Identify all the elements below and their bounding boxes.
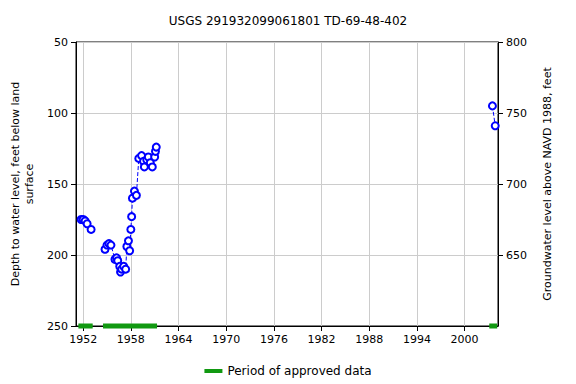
svg-text:2000: 2000: [451, 333, 479, 346]
svg-text:750: 750: [506, 107, 527, 120]
svg-text:650: 650: [506, 249, 527, 262]
svg-text:Period of approved data: Period of approved data: [227, 364, 371, 378]
svg-text:1988: 1988: [355, 333, 383, 346]
svg-text:800: 800: [506, 36, 527, 49]
svg-text:50: 50: [54, 36, 68, 49]
svg-text:Groundwater level above NAVD 1: Groundwater level above NAVD 1988, feet: [541, 67, 554, 301]
svg-text:USGS 291932099061801 TD-69-48-: USGS 291932099061801 TD-69-48-402: [169, 14, 407, 28]
svg-text:200: 200: [47, 249, 68, 262]
svg-text:250: 250: [47, 320, 68, 333]
svg-text:1976: 1976: [260, 333, 288, 346]
svg-text:1952: 1952: [69, 333, 97, 346]
svg-text:1958: 1958: [117, 333, 145, 346]
svg-text:surface: surface: [23, 163, 36, 204]
svg-text:150: 150: [47, 178, 68, 191]
svg-text:Depth to water level, feet bel: Depth to water level, feet below land: [9, 82, 22, 287]
svg-text:1982: 1982: [308, 333, 336, 346]
svg-text:1970: 1970: [212, 333, 240, 346]
svg-text:1994: 1994: [403, 333, 431, 346]
svg-text:100: 100: [47, 107, 68, 120]
svg-text:700: 700: [506, 178, 527, 191]
svg-text:1964: 1964: [165, 333, 193, 346]
